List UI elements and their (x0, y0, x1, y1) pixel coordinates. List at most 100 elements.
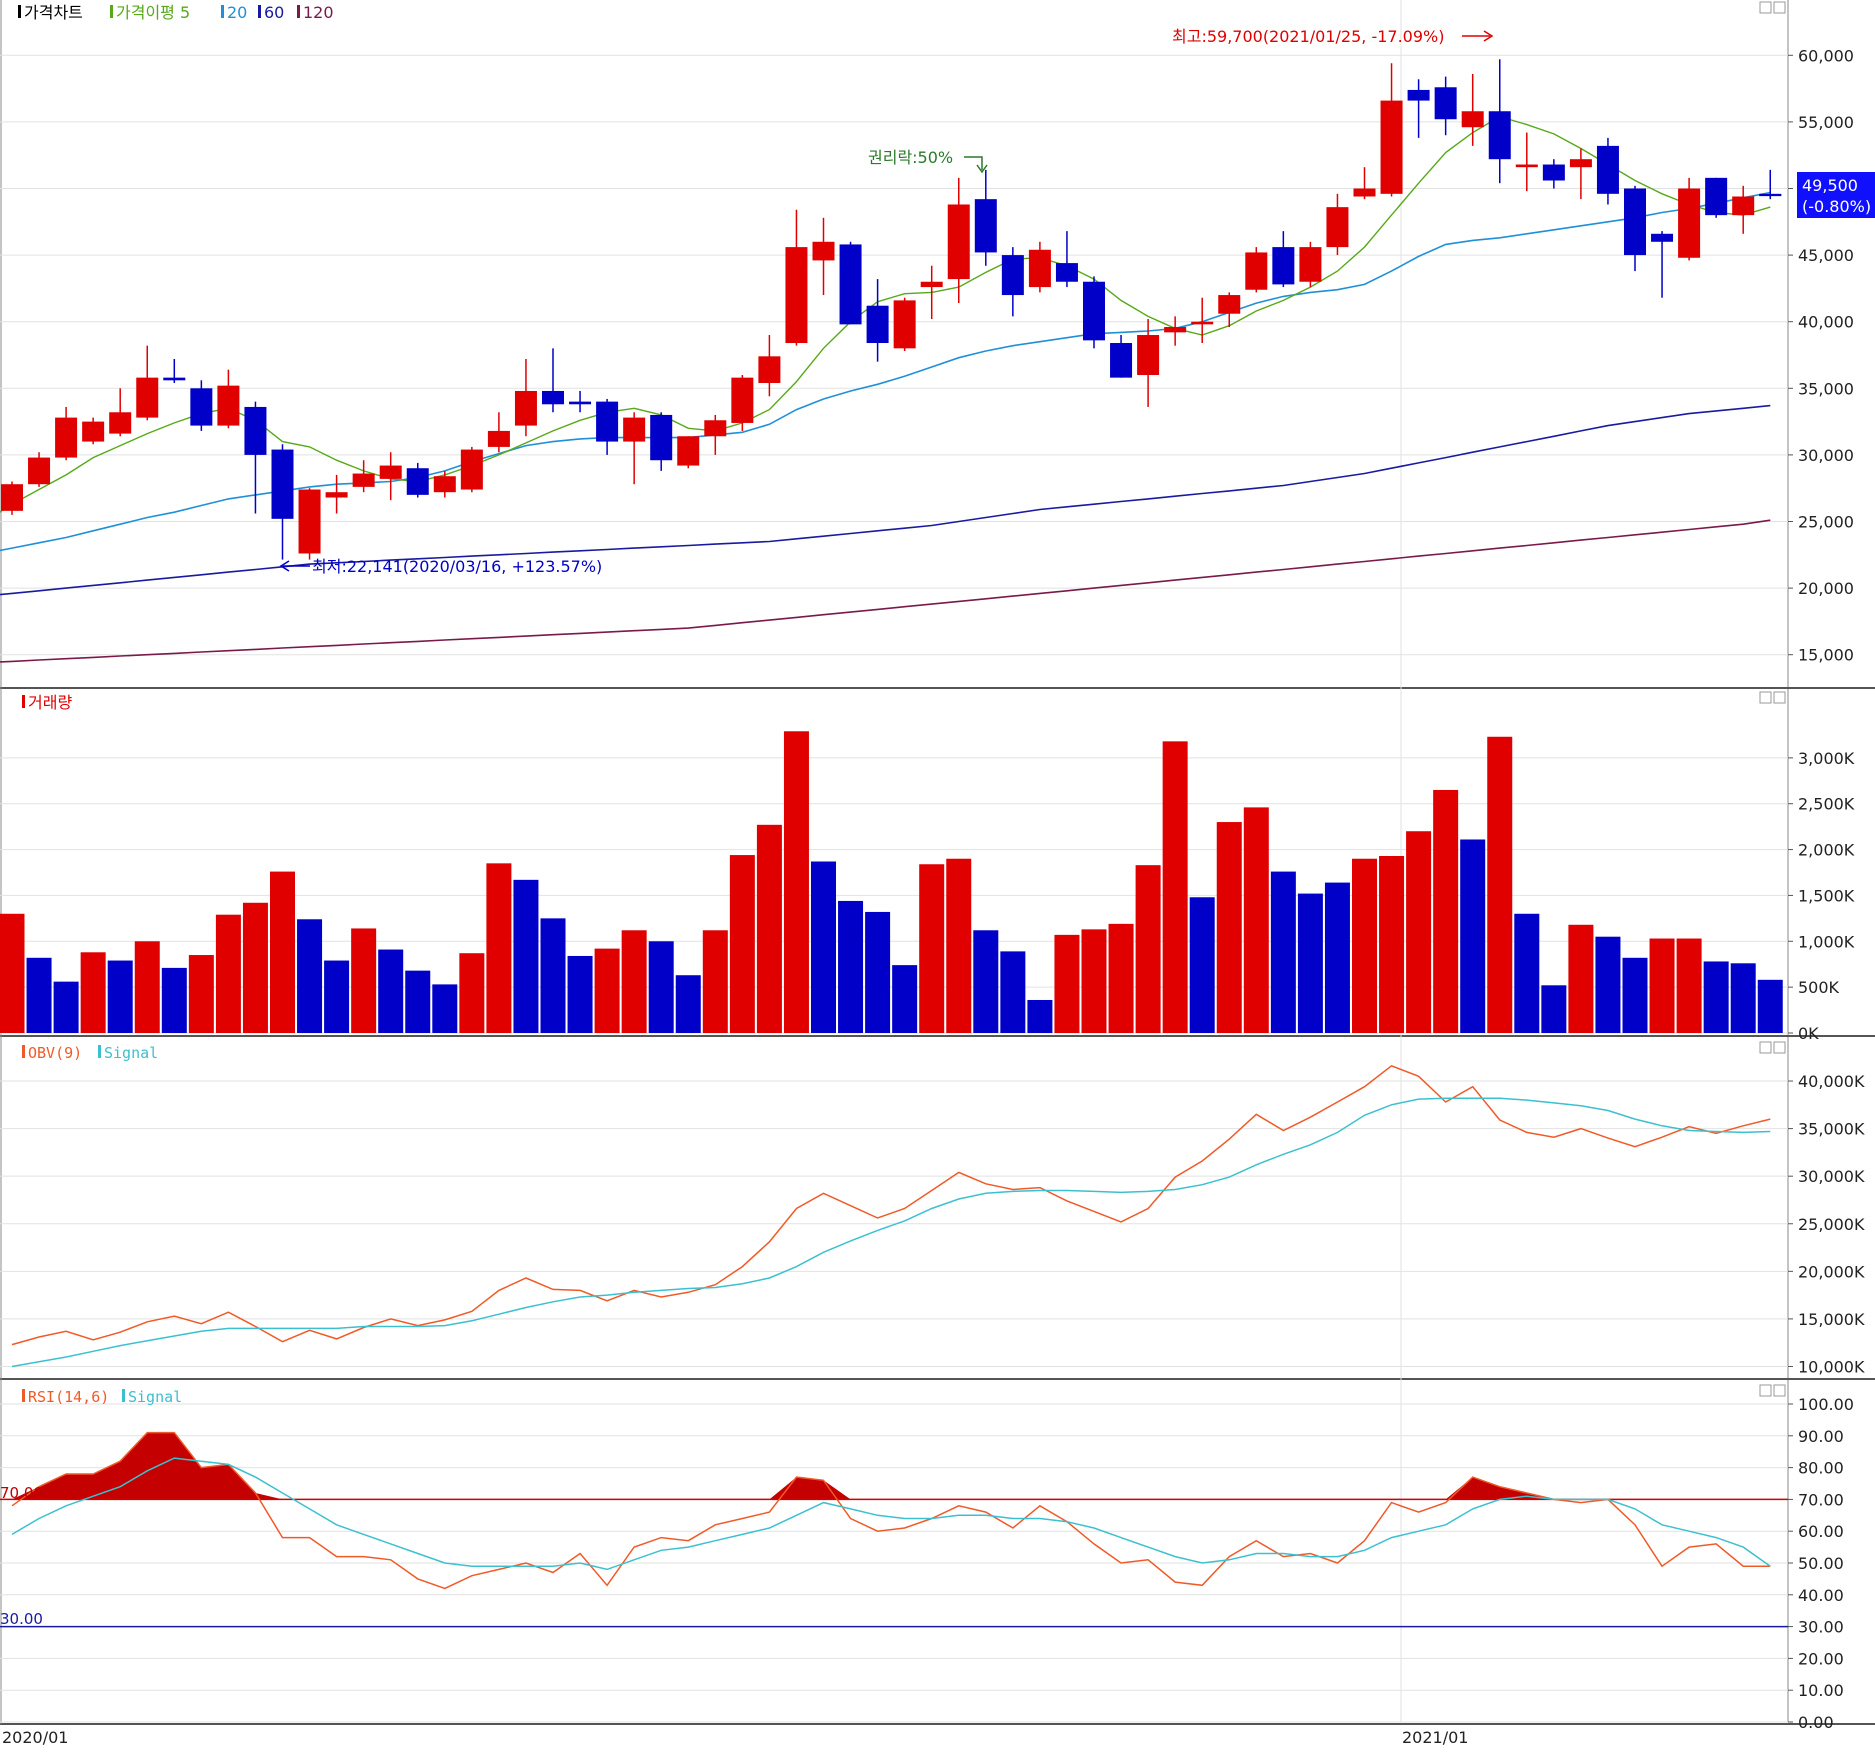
candle-body (1434, 87, 1457, 120)
volume-bar (1730, 963, 1756, 1033)
price-axis-tick-label: 25,000 (1798, 513, 1854, 532)
obv-axis-tick-label: 20,000K (1798, 1262, 1865, 1281)
obv-line (11, 1064, 1771, 1346)
candle-body (1624, 188, 1646, 256)
volume-bar (1541, 985, 1567, 1033)
obv-legend: OBV(9) Signal (22, 1044, 158, 1062)
rsi-level-high-label: 70.00 (0, 1484, 43, 1502)
candle-body (704, 420, 727, 437)
volume-bar (1054, 934, 1080, 1033)
candle-body (1705, 177, 1728, 216)
candle (271, 444, 294, 560)
volume-bar (1460, 839, 1486, 1033)
volume-bar (1270, 871, 1296, 1033)
candle (1245, 247, 1268, 293)
volume-minimize-button[interactable] (1759, 691, 1772, 704)
volume-bar (675, 975, 701, 1033)
candle (487, 412, 510, 453)
volume-axis-tick-label: 500K (1798, 978, 1840, 997)
candle-body (1055, 263, 1078, 282)
candle-body (406, 468, 429, 495)
candle-body (1569, 159, 1592, 168)
price-axis-tick-label: 55,000 (1798, 113, 1854, 132)
rights-label: 권리락:50% (868, 148, 953, 167)
candle (1137, 319, 1160, 407)
max-label: 최고:59,700(2021/01/25, -17.09%) (1172, 27, 1444, 46)
volume-bar (648, 941, 674, 1033)
volume-axis-tick-label: 1,500K (1798, 886, 1855, 905)
candle (379, 452, 402, 501)
volume-bar (53, 981, 79, 1033)
candle (1299, 241, 1322, 288)
obv-axis-tick-label: 40,000K (1798, 1072, 1865, 1091)
volume-bar (513, 879, 539, 1033)
volume-close-button[interactable] (1773, 691, 1786, 704)
price-minimize-button[interactable] (1759, 1, 1772, 14)
candle-body (1299, 247, 1322, 282)
volume-bar (1135, 865, 1161, 1033)
rsi-axis-tick-label: 20.00 (1798, 1649, 1844, 1668)
candle (1191, 297, 1214, 344)
candle-body (1, 484, 23, 511)
volume-bar (1379, 855, 1405, 1033)
candle (1434, 76, 1457, 136)
rsi-close-button[interactable] (1773, 1384, 1786, 1397)
volume-axis-tick-label: 2,500K (1798, 795, 1855, 814)
volume-bar (756, 824, 782, 1033)
obv-axis-tick-label: 15,000K (1798, 1310, 1865, 1329)
candle (460, 446, 483, 493)
candle (1001, 247, 1024, 317)
candle (163, 358, 186, 383)
candle-body (1353, 188, 1376, 197)
candle-body (1001, 255, 1024, 296)
candle (1705, 177, 1728, 218)
candle-body (1515, 164, 1538, 168)
candle-body (1137, 335, 1160, 375)
obv-panel-controls (1759, 1041, 1786, 1054)
candle-body (82, 421, 105, 442)
candle (1218, 292, 1241, 328)
candle-body (271, 449, 294, 519)
volume-bar (1649, 938, 1675, 1033)
candle-body (1028, 249, 1051, 288)
price-legend-title: 가격차트 (24, 3, 83, 22)
candle (1515, 132, 1538, 192)
volume-bar (1568, 924, 1594, 1033)
volume-bar (865, 911, 891, 1033)
price-close-button[interactable] (1773, 1, 1786, 14)
current-price-value: 49,500 (1802, 176, 1858, 195)
candle-body (812, 241, 835, 261)
candle-body (1245, 252, 1268, 290)
volume-bar (297, 919, 323, 1033)
rsi-levels: 70.00 30.00 (0, 1484, 43, 1628)
candle (1596, 137, 1619, 205)
volume-bar (838, 900, 864, 1033)
volume-bar (134, 941, 160, 1033)
volume-bar (1595, 936, 1621, 1033)
volume-bar (1433, 789, 1459, 1033)
candle-body (866, 305, 889, 344)
candle (217, 369, 240, 429)
volume-bar (1487, 736, 1513, 1033)
volume-bar (0, 913, 25, 1033)
obv-close-button[interactable] (1773, 1041, 1786, 1054)
candle-body (785, 247, 808, 344)
volume-bar (161, 967, 187, 1033)
ma120-line (0, 519, 1771, 663)
volume-bar (1352, 858, 1377, 1033)
price-axis-tick-label: 45,000 (1798, 246, 1854, 265)
candle (1732, 185, 1755, 234)
rsi-axis-tick-label: 0.00 (1798, 1713, 1834, 1732)
current-price-change: (-0.80%) (1802, 197, 1871, 216)
obv-minimize-button[interactable] (1759, 1041, 1772, 1054)
price-axis-tick-label: 15,000 (1798, 646, 1854, 665)
price-axis-tick-label: 35,000 (1798, 379, 1854, 398)
volume-bar (1514, 913, 1540, 1033)
rsi-minimize-button[interactable] (1759, 1384, 1772, 1397)
candle (82, 417, 105, 445)
candle-body (1380, 100, 1403, 194)
min-label: 최저:22,141(2020/03/16, +123.57%) (312, 557, 602, 576)
candle-body (487, 430, 510, 447)
volume-bar (783, 731, 809, 1033)
